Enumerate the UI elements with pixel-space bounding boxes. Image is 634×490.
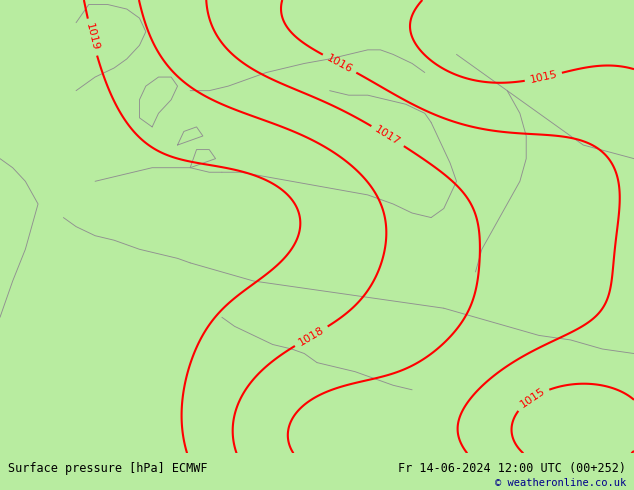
- Text: Surface pressure [hPa] ECMWF: Surface pressure [hPa] ECMWF: [8, 463, 207, 475]
- Text: 1018: 1018: [297, 325, 326, 348]
- Text: Fr 14-06-2024 12:00 UTC (00+252): Fr 14-06-2024 12:00 UTC (00+252): [398, 463, 626, 475]
- Text: © weatheronline.co.uk: © weatheronline.co.uk: [495, 478, 626, 488]
- Text: 1015: 1015: [529, 70, 558, 85]
- Polygon shape: [127, 82, 184, 127]
- Text: 1017: 1017: [373, 124, 403, 147]
- Text: 1016: 1016: [325, 52, 354, 74]
- Polygon shape: [260, 99, 298, 118]
- Polygon shape: [0, 0, 634, 453]
- Text: 1019: 1019: [84, 23, 100, 52]
- Text: 1015: 1015: [518, 386, 547, 410]
- Polygon shape: [184, 141, 222, 163]
- Polygon shape: [323, 104, 349, 122]
- Polygon shape: [89, 163, 330, 240]
- Polygon shape: [0, 0, 152, 181]
- Polygon shape: [330, 23, 380, 54]
- Polygon shape: [158, 0, 634, 99]
- Polygon shape: [178, 122, 216, 145]
